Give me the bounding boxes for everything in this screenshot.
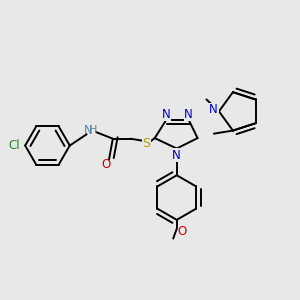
- Text: H: H: [89, 125, 98, 135]
- Text: O: O: [101, 158, 111, 171]
- Text: N: N: [172, 148, 181, 162]
- Text: N: N: [184, 108, 193, 121]
- Text: N: N: [162, 108, 171, 121]
- Text: Cl: Cl: [8, 139, 20, 152]
- Text: N: N: [209, 103, 218, 116]
- Text: S: S: [142, 137, 150, 150]
- Text: O: O: [178, 225, 187, 238]
- Text: N: N: [84, 124, 93, 137]
